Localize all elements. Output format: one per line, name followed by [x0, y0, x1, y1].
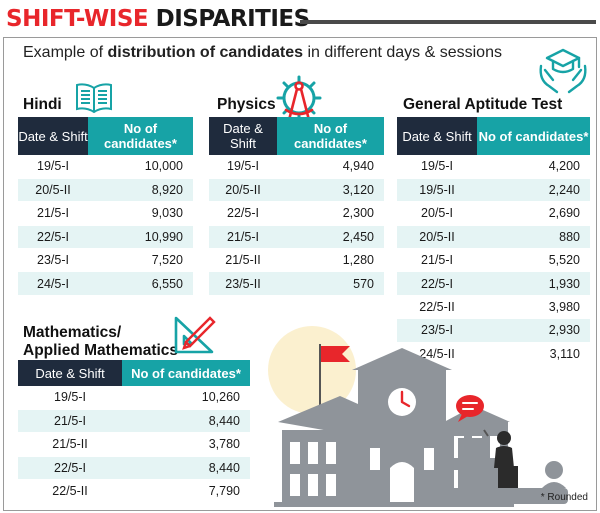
- table-row: 23/5-II 570: [209, 271, 384, 296]
- hindi-header-count: No of candidates*: [88, 117, 193, 155]
- table-row: 24/5-II 3,110: [397, 342, 590, 367]
- set-square-pencil-icon: [174, 316, 216, 354]
- hindi-table: Date & Shift No of candidates* 19/5-I 10,…: [18, 117, 193, 296]
- maths-title-line1: Mathematics/: [23, 324, 122, 341]
- table-row: 22/5-I 8,440: [18, 456, 250, 481]
- graduation-hands-icon: [539, 48, 587, 94]
- open-book-icon: [76, 83, 112, 114]
- gat-header-count: No of candidates*: [477, 117, 590, 155]
- subtitle: Example of distribution of candidates in…: [23, 44, 502, 61]
- table-row: 22/5-I 10,990: [18, 225, 193, 250]
- table-row: 21/5-I 5,520: [397, 248, 590, 273]
- gat-header-date: Date & Shift: [397, 117, 477, 155]
- maths-table: Date & Shift No of candidates* 19/5-I 10,…: [18, 360, 250, 504]
- table-row: 23/5-I 7,520: [18, 248, 193, 273]
- physics-header-date: Date & Shift: [209, 117, 277, 155]
- table-row: 24/5-I 6,550: [18, 271, 193, 296]
- footnote: * Rounded: [540, 492, 588, 503]
- headline-part2: DISPARITIES: [155, 6, 311, 32]
- maths-title-line2: Applied Mathematics: [23, 342, 179, 359]
- table-row: 21/5-II 1,280: [209, 248, 384, 273]
- maths-header-date: Date & Shift: [18, 360, 122, 386]
- table-row: 20/5-II 3,120: [209, 178, 384, 203]
- table-row: 21/5-I 2,450: [209, 225, 384, 250]
- hindi-title: Hindi: [23, 96, 62, 113]
- headline-part1: SHIFT-WISE: [6, 6, 149, 32]
- table-row: 19/5-I 4,200: [397, 155, 590, 179]
- physics-title: Physics: [217, 96, 276, 113]
- table-row: 19/5-I 10,260: [18, 386, 250, 410]
- table-row: 22/5-II 3,980: [397, 295, 590, 320]
- table-row: 20/5-II 8,920: [18, 178, 193, 203]
- table-row: 19/5-I 4,940: [209, 155, 384, 179]
- physics-table: Date & Shift No of candidates* 19/5-I 4,9…: [209, 117, 384, 296]
- maths-title: Mathematics/ Applied Mathematics: [23, 324, 178, 360]
- table-row: 22/5-I 1,930: [397, 271, 590, 296]
- headline-rule: [300, 20, 596, 24]
- headline: SHIFT-WISE DISPARITIES: [6, 2, 310, 36]
- school-building-illustration: [268, 326, 568, 507]
- table-row: 22/5-II 7,790: [18, 479, 250, 504]
- gat-table: Date & Shift No of candidates* 19/5-I 4,2…: [397, 117, 590, 367]
- table-row: 21/5-I 9,030: [18, 201, 193, 226]
- table-row: 20/5-I 2,690: [397, 201, 590, 226]
- hindi-header-date: Date & Shift: [18, 117, 88, 155]
- table-row: 22/5-I 2,300: [209, 201, 384, 226]
- table-row: 20/5-II 880: [397, 225, 590, 250]
- table-row: 23/5-I 2,930: [397, 318, 590, 343]
- table-row: 21/5-I 8,440: [18, 409, 250, 434]
- table-row: 19/5-II 2,240: [397, 178, 590, 203]
- content-frame: [3, 37, 597, 511]
- table-row: 21/5-II 3,780: [18, 432, 250, 457]
- gat-title: General Aptitude Test: [403, 96, 563, 113]
- physics-header-count: No of candidates*: [277, 117, 384, 155]
- table-row: 19/5-I 10,000: [18, 155, 193, 179]
- maths-header-count: No of candidates*: [122, 360, 250, 386]
